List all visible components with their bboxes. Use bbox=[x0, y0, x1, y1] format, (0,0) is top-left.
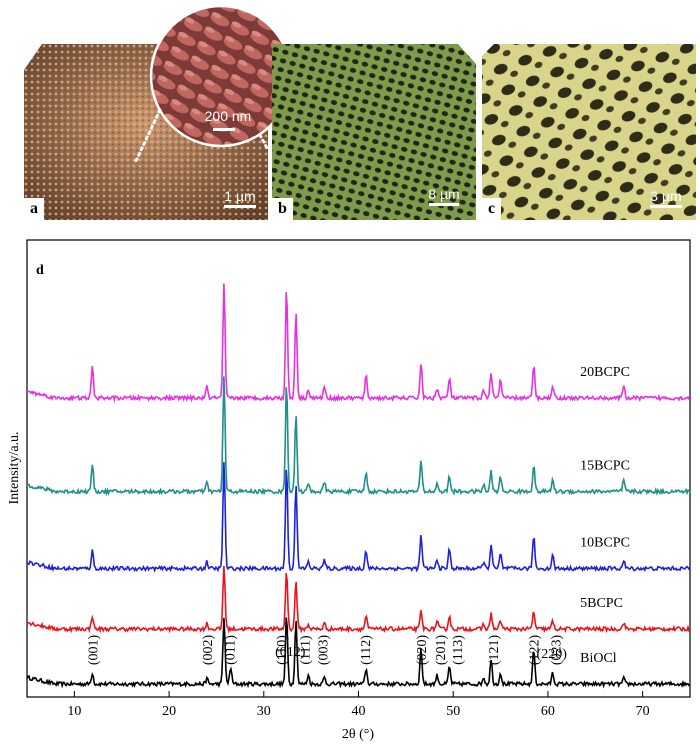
x-axis-label: 2θ (°) bbox=[342, 727, 374, 742]
trace-5BCPC bbox=[26, 565, 691, 634]
panel-label-c: c bbox=[482, 198, 502, 220]
x-tick-label-30: 30 bbox=[257, 704, 271, 719]
inset-scale-text: 200 nm bbox=[204, 108, 252, 124]
scale-text-b: 8 µm bbox=[428, 186, 460, 202]
hkl-label: (111) bbox=[299, 635, 314, 665]
series-label-5BCPC: 5BCPC bbox=[580, 596, 623, 611]
sem-texture-b bbox=[272, 44, 476, 220]
series-labels: BiOCl 5BCPC 10BCPC 15BCPC 20BCPC bbox=[580, 365, 630, 666]
hkl-label: (122) bbox=[528, 635, 543, 666]
scale-bar-b: 8 µm bbox=[422, 186, 466, 206]
hkl-labels: (001) (002) (011) (110) (111) (003) (112) (020)… bbox=[86, 635, 567, 666]
x-tick-label-40: 40 bbox=[352, 704, 366, 719]
hkl-label: (023) bbox=[550, 635, 565, 666]
x-tick-label-20: 20 bbox=[162, 704, 176, 719]
hkl-label: (112) bbox=[359, 635, 374, 665]
series-label-BiOCl: BiOCl bbox=[580, 651, 617, 666]
sem-image-c: c 3 µm bbox=[482, 44, 696, 220]
hkl-label: (110) bbox=[275, 635, 290, 665]
hkl-label-012: (012) bbox=[275, 645, 306, 660]
trace-10BCPC bbox=[26, 462, 691, 573]
x-tick-label-10: 10 bbox=[67, 704, 81, 719]
hkl-label: (020) bbox=[415, 635, 430, 666]
trace-20BCPC bbox=[26, 283, 691, 403]
scale-bar-c: 3 µm bbox=[644, 188, 688, 208]
scale-text-c: 3 µm bbox=[650, 188, 682, 204]
hkl-label: (011) bbox=[224, 635, 239, 665]
x-tick-label-60: 60 bbox=[541, 704, 555, 719]
hkl-label: (003) bbox=[317, 635, 332, 666]
series-label-10BCPC: 10BCPC bbox=[580, 536, 630, 551]
xrd-chart: d 10 20 30 40 50 60 70 BiOCl 5BCPC 10BCPC 15BCPC 2… bbox=[7, 239, 691, 742]
panel-label-b: b bbox=[272, 198, 293, 220]
sem-image-b: b 8 µm bbox=[272, 44, 476, 220]
scale-bar-a: 1 µm bbox=[218, 188, 262, 208]
hkl-label-220: (220) bbox=[537, 647, 568, 662]
panel-label-a: a bbox=[24, 198, 44, 220]
hkl-label: (201) bbox=[434, 635, 449, 666]
hkl-label: (001) bbox=[86, 635, 101, 666]
trace-BiOCl bbox=[26, 617, 691, 689]
chart-panel-label: d bbox=[36, 263, 44, 278]
x-axis: 10 20 30 40 50 60 70 bbox=[67, 691, 650, 719]
series-label-15BCPC: 15BCPC bbox=[580, 459, 630, 474]
y-axis-label: Intensity/a.u. bbox=[7, 431, 22, 504]
x-tick-label-70: 70 bbox=[636, 704, 650, 719]
hkl-label: (121) bbox=[487, 635, 502, 666]
scale-text-a: 1 µm bbox=[224, 188, 256, 204]
x-tick-label-50: 50 bbox=[446, 704, 460, 719]
trace-15BCPC bbox=[26, 376, 691, 497]
series-traces bbox=[26, 283, 691, 689]
hkl-label: (002) bbox=[201, 635, 216, 666]
sem-texture-c bbox=[482, 44, 696, 220]
hkl-label: (113) bbox=[451, 635, 466, 665]
series-label-20BCPC: 20BCPC bbox=[580, 365, 630, 380]
